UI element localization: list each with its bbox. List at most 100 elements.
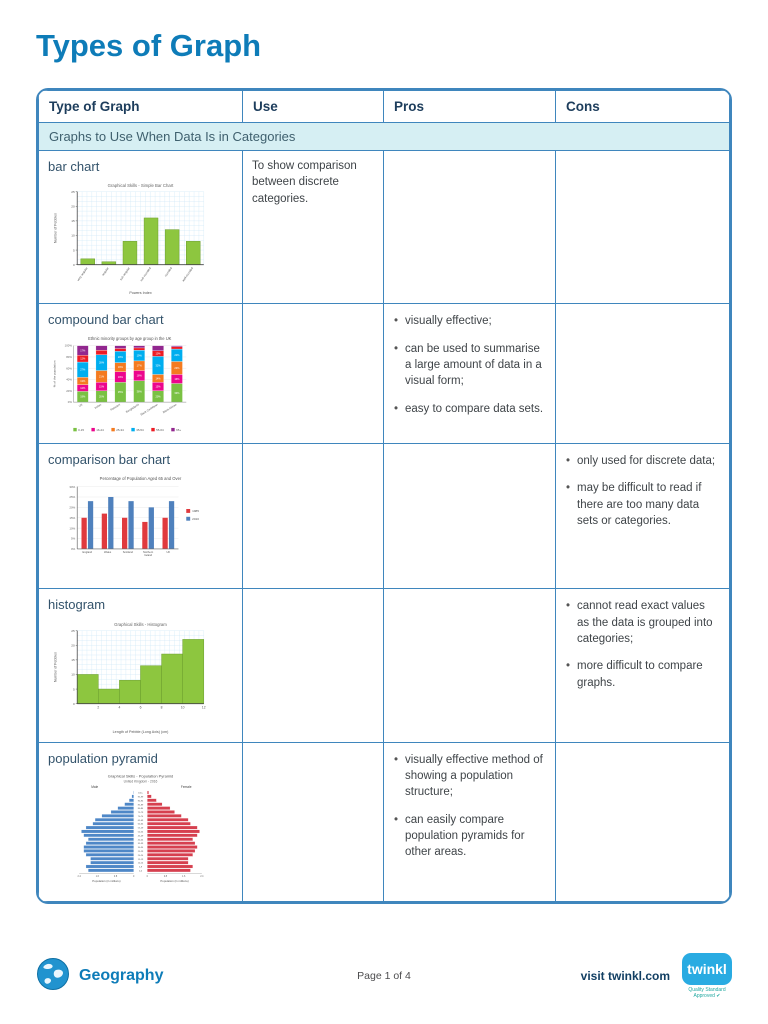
cell-cons: cannot read exact values as the data is … bbox=[555, 588, 730, 743]
svg-text:well-rounded: well-rounded bbox=[181, 267, 194, 283]
chart-svg: Percentage of Population Aged 65 and Ove… bbox=[69, 476, 199, 557]
svg-text:20: 20 bbox=[71, 205, 75, 209]
quality-badge: Quality Standard Approved bbox=[682, 987, 732, 1000]
cell-use bbox=[242, 741, 384, 902]
svg-text:2: 2 bbox=[97, 705, 99, 709]
svg-text:70-74: 70-74 bbox=[138, 816, 144, 818]
graph-type-label: compound bar chart bbox=[48, 312, 164, 328]
cell-pros bbox=[383, 149, 556, 305]
svg-text:rounded: rounded bbox=[164, 267, 174, 278]
svg-text:20-24: 20-24 bbox=[138, 855, 144, 857]
svg-text:12%: 12% bbox=[80, 357, 86, 360]
svg-text:0.8: 0.8 bbox=[114, 876, 118, 878]
cell-graph-type: bar chart Graphical Skills - Simple Bar … bbox=[38, 149, 243, 305]
footer-brand: visit twinkl.com twinkl Quality Standard… bbox=[580, 952, 732, 1000]
cell-use bbox=[242, 442, 384, 590]
svg-text:28%: 28% bbox=[99, 361, 105, 364]
svg-text:0.8: 0.8 bbox=[164, 876, 168, 878]
svg-text:65+: 65+ bbox=[176, 428, 181, 432]
svg-text:15%: 15% bbox=[99, 385, 105, 388]
types-of-graph-table: Type of Graph Use Pros Cons Graphs to Us… bbox=[36, 88, 732, 904]
cell-use bbox=[242, 588, 384, 743]
globe-icon bbox=[36, 957, 70, 996]
svg-text:2010: 2010 bbox=[192, 517, 199, 521]
svg-text:5%: 5% bbox=[71, 537, 76, 541]
bullet-item: may be difficult to read if there are to… bbox=[565, 480, 720, 529]
table-row: compound bar chart Ethnic minority group… bbox=[38, 303, 730, 444]
svg-text:20%: 20% bbox=[99, 395, 105, 398]
svg-text:80%: 80% bbox=[66, 355, 72, 359]
svg-text:4: 4 bbox=[118, 705, 120, 709]
svg-text:Black African: Black African bbox=[162, 402, 178, 414]
svg-text:40%: 40% bbox=[66, 377, 72, 381]
svg-text:17%: 17% bbox=[137, 364, 143, 367]
svg-text:5: 5 bbox=[73, 249, 75, 253]
svg-text:18%: 18% bbox=[137, 374, 143, 377]
svg-text:100+: 100+ bbox=[138, 793, 144, 795]
twinkl-logo-box: twinkl bbox=[682, 952, 732, 985]
bullet-item: cannot read exact values as the data is … bbox=[565, 598, 720, 647]
pros-list: visually effective; can be used to summar… bbox=[393, 313, 546, 417]
svg-text:15: 15 bbox=[71, 658, 75, 662]
svg-text:55-59: 55-59 bbox=[138, 828, 144, 830]
svg-text:Black Caribbean: Black Caribbean bbox=[140, 402, 159, 416]
bullet-item: more difficult to compare graphs. bbox=[565, 658, 720, 691]
svg-text:32%: 32% bbox=[156, 364, 162, 367]
bullet-item: visually effective; bbox=[393, 313, 546, 330]
bullet-item: can easily compare population pyramids f… bbox=[393, 812, 546, 861]
cons-list: cannot read exact values as the data is … bbox=[565, 598, 720, 691]
svg-text:Length of Pebble (Long Axis) (: Length of Pebble (Long Axis) (cm) bbox=[113, 730, 169, 734]
svg-text:60-64: 60-64 bbox=[138, 824, 144, 826]
svg-text:Wales: Wales bbox=[104, 550, 112, 554]
svg-text:15-19: 15-19 bbox=[138, 859, 144, 861]
table: Type of Graph Use Pros Cons Graphs to Us… bbox=[38, 90, 730, 902]
svg-text:16%: 16% bbox=[118, 366, 124, 369]
svg-text:Female: Female bbox=[181, 785, 192, 789]
svg-text:UK: UK bbox=[78, 402, 83, 407]
visit-link[interactable]: visit twinkl.com bbox=[580, 969, 670, 983]
page-number: Page 1 of 4 bbox=[357, 970, 411, 982]
chart-svg: Graphical Skills - Population PyramidUni… bbox=[78, 774, 205, 884]
svg-text:0%: 0% bbox=[68, 400, 73, 404]
cell-graph-type: histogram Graphical Skills - Histogram 0 5… bbox=[38, 588, 243, 743]
svg-text:England: England bbox=[83, 550, 93, 554]
section-header: Graphs to Use When Data Is in Categories bbox=[38, 122, 730, 151]
svg-text:1.6: 1.6 bbox=[96, 876, 100, 878]
cell-graph-type: population pyramid Graphical Skills - Po… bbox=[38, 741, 243, 902]
svg-text:% of the population: % of the population bbox=[52, 360, 56, 387]
population-pyramid-thumbnail: Graphical Skills - Population Pyramid Uni… bbox=[48, 771, 233, 894]
bullet-item: only used for discrete data; bbox=[565, 453, 720, 470]
twinkl-logo: twinkl Quality Standard Approved bbox=[682, 952, 732, 1000]
bullet-item: easy to compare data sets. bbox=[393, 401, 546, 418]
svg-text:12: 12 bbox=[202, 705, 206, 709]
svg-text:Graphical Skills - Simple Bar: Graphical Skills - Simple Bar Chart bbox=[108, 183, 174, 188]
svg-text:35-39: 35-39 bbox=[138, 843, 144, 845]
svg-text:Northern: Northern bbox=[143, 550, 154, 554]
pros-list: visually effective method of showing a p… bbox=[393, 752, 546, 861]
column-header-cons: Cons bbox=[555, 90, 730, 123]
svg-text:Powers Index: Powers Index bbox=[129, 291, 151, 295]
graph-type-label: population pyramid bbox=[48, 750, 158, 766]
svg-text:2.4: 2.4 bbox=[200, 876, 204, 878]
table-row: bar chart Graphical Skills - Simple Bar … bbox=[38, 149, 730, 305]
graph-type-label: bar chart bbox=[48, 159, 100, 174]
svg-text:90-94: 90-94 bbox=[138, 801, 144, 803]
column-header-use: Use bbox=[242, 90, 384, 123]
svg-text:UK: UK bbox=[167, 550, 171, 554]
svg-text:10: 10 bbox=[71, 673, 75, 677]
svg-text:sub-rounded: sub-rounded bbox=[139, 267, 152, 283]
svg-text:45-49: 45-49 bbox=[138, 836, 144, 838]
svg-text:0: 0 bbox=[73, 263, 75, 267]
svg-text:50-54: 50-54 bbox=[138, 832, 144, 834]
svg-text:19%: 19% bbox=[118, 376, 124, 379]
section-row: Graphs to Use When Data Is in Categories bbox=[38, 122, 730, 151]
svg-text:38%: 38% bbox=[137, 390, 143, 393]
cell-pros bbox=[383, 588, 556, 743]
svg-text:5-9: 5-9 bbox=[139, 867, 143, 869]
column-header-pros: Pros bbox=[383, 90, 556, 123]
svg-text:Bangladeshi: Bangladeshi bbox=[125, 402, 140, 414]
svg-text:12%: 12% bbox=[80, 387, 86, 390]
svg-text:angular: angular bbox=[101, 267, 110, 277]
cell-graph-type: compound bar chart Ethnic minority group… bbox=[38, 303, 243, 444]
subject-label: Geography bbox=[79, 967, 164, 984]
